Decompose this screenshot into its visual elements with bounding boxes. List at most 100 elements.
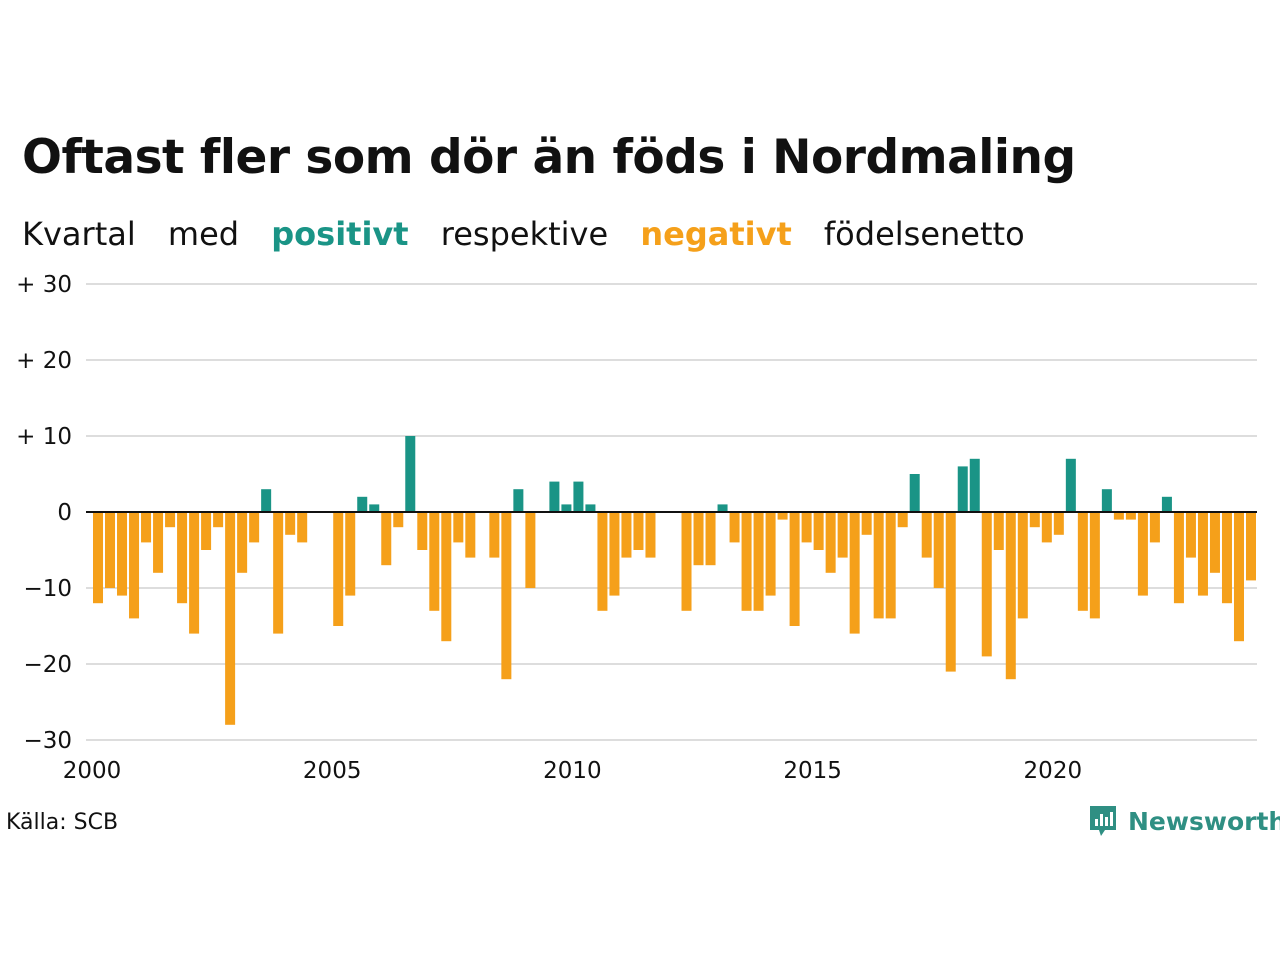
bar-positive [585, 504, 596, 512]
source-note: Källa: SCB [6, 810, 119, 835]
bar-positive [561, 504, 572, 512]
bar-negative [753, 512, 764, 611]
x-tick-label: 2010 [543, 758, 602, 784]
bar-positive [1161, 496, 1172, 512]
bar-negative [1053, 512, 1064, 535]
bar-negative [681, 512, 692, 611]
bar-negative [417, 512, 428, 550]
bar-negative [345, 512, 356, 596]
bar-positive [573, 481, 584, 512]
bar-negative [1029, 512, 1040, 528]
bar-positive [957, 466, 968, 512]
bar-negative [1233, 512, 1244, 642]
subtitle-positive-label: positivt [271, 215, 409, 253]
bar-positive [1065, 458, 1076, 512]
bar-negative [693, 512, 704, 566]
bar-negative [165, 512, 176, 528]
bar-positive [549, 481, 560, 512]
bar-negative [501, 512, 512, 680]
bar-negative [1209, 512, 1220, 573]
bar-negative [945, 512, 956, 672]
bar-negative [825, 512, 836, 573]
bar-negative [741, 512, 752, 611]
y-tick-label: + 20 [16, 348, 72, 374]
x-tick-label: 2000 [63, 758, 122, 784]
bar-negative [837, 512, 848, 558]
subtitle-negative-label: negativt [640, 215, 792, 253]
bar-negative [249, 512, 260, 543]
bar-negative [621, 512, 632, 558]
bar-negative [921, 512, 932, 558]
bar-positive [369, 504, 380, 512]
bar-negative [609, 512, 620, 596]
bar-negative [1173, 512, 1184, 604]
bar-negative [933, 512, 944, 588]
bar-negative [777, 512, 788, 520]
bar-negative [1005, 512, 1016, 680]
bar-negative [441, 512, 452, 642]
bar-negative [153, 512, 164, 573]
brand-logo: Newsworthy [1088, 804, 1280, 838]
bar-negative [801, 512, 812, 543]
bar-negative [333, 512, 344, 626]
bar-negative [489, 512, 500, 558]
subtitle-word-med: med [167, 215, 240, 253]
subtitle-word-fodelsenetto: födelsenetto [823, 215, 1025, 253]
bar-negative [633, 512, 644, 550]
bar-positive [357, 496, 368, 512]
bar-negative [381, 512, 392, 566]
bar-negative [1113, 512, 1124, 520]
y-tick-label: −30 [23, 728, 72, 754]
y-tick-label: 0 [57, 500, 72, 526]
bar-negative [1221, 512, 1232, 604]
bar-negative [93, 512, 104, 604]
bar-negative [429, 512, 440, 611]
chart-subtitle: Kvartal med positivt respektive negativt… [22, 215, 1047, 253]
x-tick-label: 2015 [783, 758, 842, 784]
y-tick-label: + 30 [16, 272, 72, 298]
x-tick-label: 2020 [1024, 758, 1083, 784]
bar-negative [1185, 512, 1196, 558]
bar-negative [525, 512, 536, 588]
bar-negative [273, 512, 284, 634]
bar-negative [225, 512, 236, 725]
subtitle-word-respektive: respektive [440, 215, 609, 253]
bar-negative [1041, 512, 1052, 543]
bar-negative [141, 512, 152, 543]
subtitle-word-kvartal: Kvartal [22, 215, 136, 253]
bar-negative [861, 512, 872, 535]
bar-positive [1101, 489, 1112, 512]
bar-positive [405, 436, 416, 512]
bar-negative [705, 512, 716, 566]
bar-negative [765, 512, 776, 596]
bar-negative [597, 512, 608, 611]
x-tick-label: 2005 [303, 758, 362, 784]
bar-negative [117, 512, 128, 596]
bar-negative [1077, 512, 1088, 611]
bar-positive [717, 504, 728, 512]
bar-negative [1137, 512, 1148, 596]
bar-negative [237, 512, 248, 573]
bar-negative [1017, 512, 1028, 619]
bar-negative [645, 512, 656, 558]
bar-negative [453, 512, 464, 543]
bar-negative [729, 512, 740, 543]
y-tick-label: −20 [23, 652, 72, 678]
bar-negative [1089, 512, 1100, 619]
bar-positive [513, 489, 524, 512]
bar-negative [789, 512, 800, 626]
bar-negative [201, 512, 212, 550]
bar-negative [105, 512, 116, 588]
bar-negative [813, 512, 824, 550]
bar-positive [909, 474, 920, 512]
bar-negative [285, 512, 296, 535]
bar-negative [189, 512, 200, 634]
bar-negative [465, 512, 476, 558]
bar-positive [969, 458, 980, 512]
bar-negative [993, 512, 1004, 550]
bar-negative [213, 512, 224, 528]
bar-negative [177, 512, 188, 604]
bar-negative [873, 512, 884, 619]
bar-negative [1149, 512, 1160, 543]
bar-negative [129, 512, 140, 619]
